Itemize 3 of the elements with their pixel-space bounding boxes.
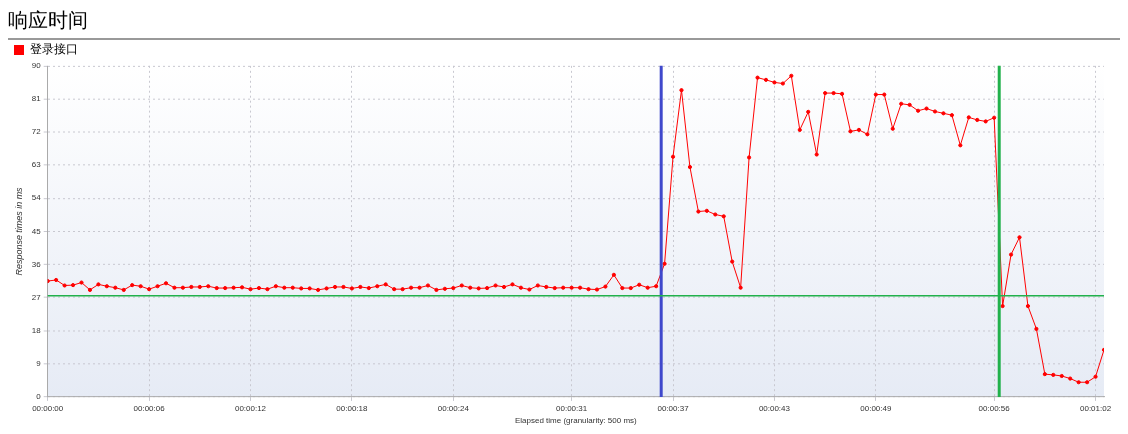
chart-title: 响应时间 [8, 8, 89, 34]
y-axis-title: Response times in ms [13, 186, 24, 276]
legend-label: 登录接口 [30, 42, 79, 57]
